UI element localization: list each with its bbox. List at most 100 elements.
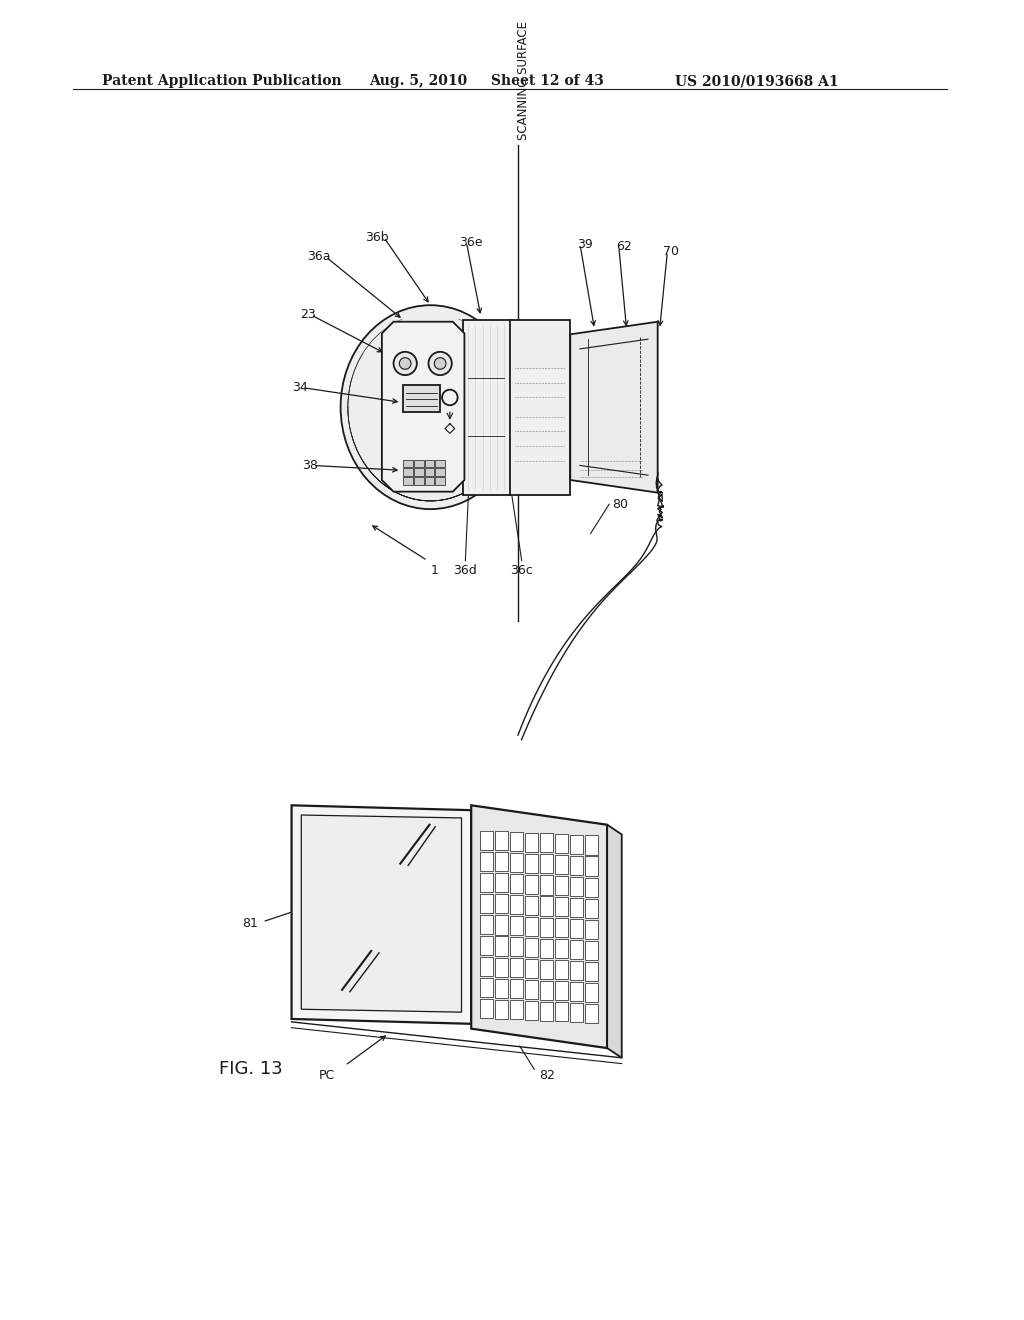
Bar (480, 830, 494, 850)
Bar (525, 917, 539, 936)
Bar (495, 874, 508, 892)
Bar (414, 459, 424, 467)
Circle shape (399, 358, 411, 370)
Bar (480, 978, 494, 997)
Bar (586, 941, 598, 960)
Bar (586, 857, 598, 875)
Bar (570, 876, 584, 896)
Bar (586, 899, 598, 917)
Bar (495, 853, 508, 871)
Text: 23: 23 (300, 309, 315, 321)
Bar (495, 936, 508, 956)
Polygon shape (471, 805, 607, 1048)
Text: 82: 82 (540, 1069, 555, 1082)
Bar (480, 894, 494, 913)
Polygon shape (301, 814, 462, 1012)
Bar (570, 898, 584, 917)
Text: PC: PC (319, 1069, 335, 1082)
Bar (403, 385, 440, 412)
Polygon shape (382, 322, 465, 491)
Bar (541, 939, 553, 957)
Bar (510, 937, 523, 956)
Bar (541, 854, 553, 874)
Bar (555, 834, 568, 853)
Bar (555, 898, 568, 916)
Bar (570, 919, 584, 939)
Text: SCANNING SURFACE: SCANNING SURFACE (517, 21, 530, 140)
Bar (414, 477, 424, 484)
Text: 38: 38 (302, 459, 317, 473)
Bar (570, 961, 584, 979)
Bar (555, 1002, 568, 1022)
Bar (541, 833, 553, 853)
Bar (435, 459, 445, 467)
Text: Sheet 12 of 43: Sheet 12 of 43 (490, 74, 603, 88)
Polygon shape (570, 322, 657, 492)
Circle shape (393, 352, 417, 375)
Text: 39: 39 (577, 238, 593, 251)
Bar (570, 982, 584, 1001)
Polygon shape (607, 825, 622, 1057)
Bar (435, 469, 445, 477)
Bar (495, 978, 508, 998)
Bar (480, 851, 494, 871)
Bar (525, 875, 539, 894)
Circle shape (434, 358, 446, 370)
Bar (541, 896, 553, 916)
Bar (525, 1001, 539, 1020)
Bar (510, 895, 523, 915)
Text: 36a: 36a (307, 251, 331, 263)
Bar (586, 1003, 598, 1023)
Bar (570, 834, 584, 854)
Bar (510, 832, 523, 851)
Bar (586, 920, 598, 939)
Bar (510, 874, 523, 894)
Bar (480, 936, 494, 954)
Text: 34: 34 (292, 381, 308, 395)
Bar (480, 873, 494, 892)
Bar (570, 1003, 584, 1022)
Bar (495, 999, 508, 1019)
Bar (435, 477, 445, 484)
Bar (495, 895, 508, 913)
Bar (525, 833, 539, 851)
Bar (510, 958, 523, 977)
Bar (586, 962, 598, 981)
Bar (555, 919, 568, 937)
Bar (425, 477, 434, 484)
Bar (495, 957, 508, 977)
Text: 36e: 36e (460, 235, 483, 248)
Bar (414, 469, 424, 477)
Bar (586, 878, 598, 896)
Bar (586, 982, 598, 1002)
Text: FIG. 13: FIG. 13 (219, 1060, 283, 1077)
Bar (541, 917, 553, 937)
Bar (555, 940, 568, 958)
Bar (570, 940, 584, 960)
Text: US 2010/0193668 A1: US 2010/0193668 A1 (675, 74, 839, 88)
Bar (555, 876, 568, 895)
Bar (525, 979, 539, 999)
Bar (480, 999, 494, 1018)
Bar (510, 1001, 523, 1019)
Bar (464, 319, 570, 495)
Text: Patent Application Publication: Patent Application Publication (102, 74, 342, 88)
Bar (510, 979, 523, 998)
Bar (555, 981, 568, 1001)
Bar (555, 960, 568, 979)
Text: 36b: 36b (365, 231, 389, 244)
Bar (425, 459, 434, 467)
Polygon shape (292, 805, 471, 1024)
Bar (541, 1002, 553, 1020)
Bar (480, 957, 494, 975)
Circle shape (428, 352, 452, 375)
Bar (403, 459, 413, 467)
Text: 80: 80 (612, 498, 628, 511)
Text: Aug. 5, 2010: Aug. 5, 2010 (370, 74, 468, 88)
Bar (525, 896, 539, 915)
Bar (495, 916, 508, 935)
Polygon shape (382, 322, 465, 491)
Bar (541, 875, 553, 895)
Ellipse shape (341, 305, 520, 510)
Text: 1: 1 (430, 565, 438, 577)
